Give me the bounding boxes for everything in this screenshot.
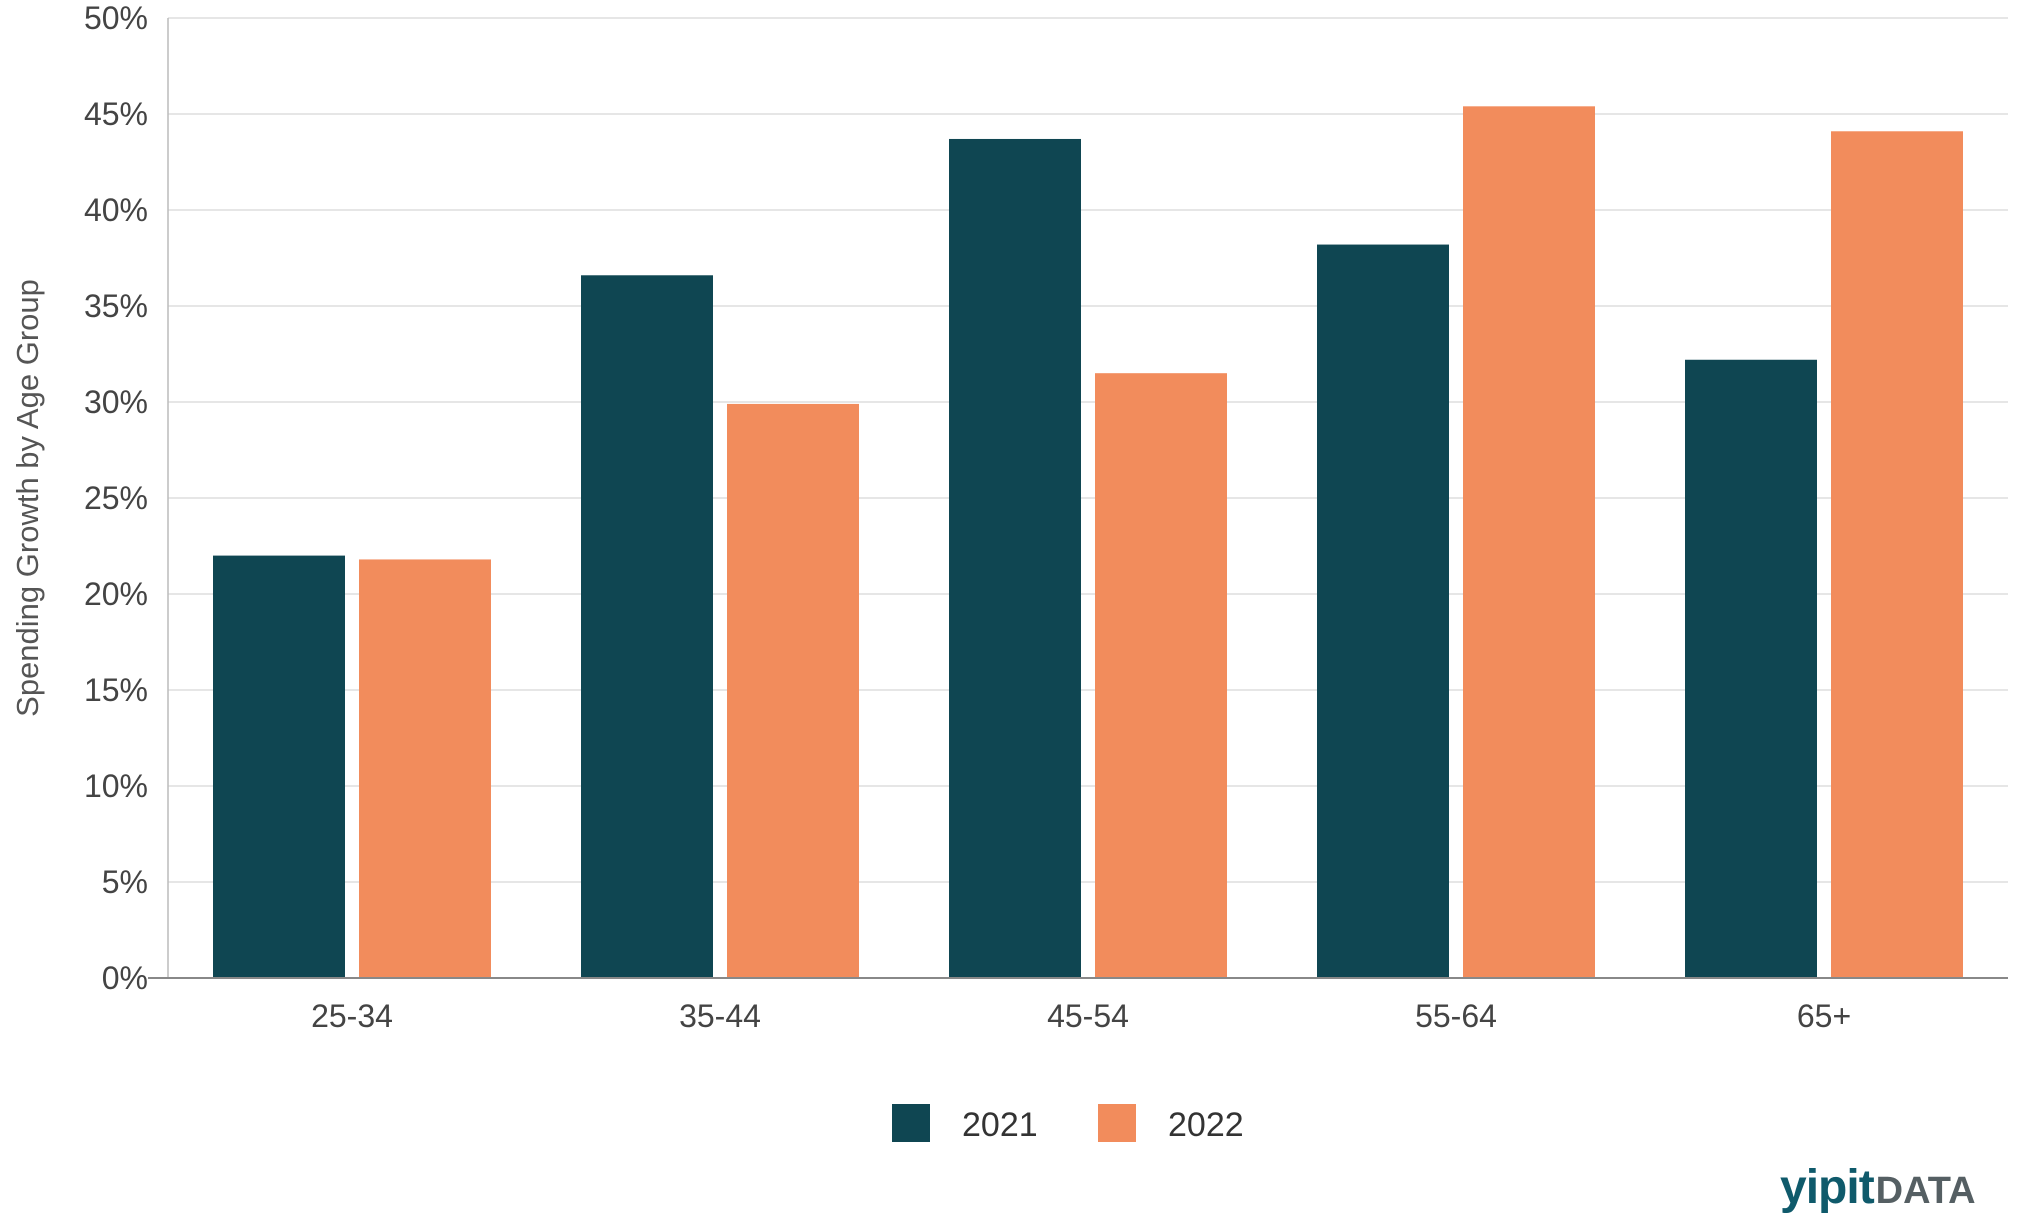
y-tick-label: 10% [84, 768, 148, 804]
y-tick-label: 5% [102, 864, 148, 900]
bar-2021-65+ [1685, 359, 1817, 978]
legend-label-2021: 2021 [962, 1106, 1038, 1144]
legend-swatch-2021 [892, 1104, 930, 1142]
y-tick-label: 45% [84, 96, 148, 132]
bar-2022-55-64 [1463, 106, 1595, 978]
y-axis-title: Spending Growth by Age Group [10, 279, 45, 717]
brand-logo-part1: yipit [1780, 1161, 1875, 1214]
x-tick-label: 25-34 [311, 998, 393, 1034]
x-tick-label: 65+ [1797, 998, 1851, 1034]
y-tick-label: 30% [84, 384, 148, 420]
bar-2021-35-44 [581, 275, 713, 978]
bar-2022-35-44 [727, 403, 859, 978]
y-tick-label: 25% [84, 480, 148, 516]
bar-2021-25-34 [213, 555, 345, 978]
x-tick-label: 45-54 [1047, 998, 1129, 1034]
legend-label-2022: 2022 [1168, 1106, 1244, 1144]
brand-logo-part2: DATA [1875, 1170, 1976, 1212]
y-tick-label: 40% [84, 192, 148, 228]
brand-logo: yipitDATA [1780, 1160, 2040, 1220]
x-tick-label: 35-44 [679, 998, 761, 1034]
x-tick-label: 55-64 [1415, 998, 1497, 1034]
y-tick-label: 35% [84, 288, 148, 324]
bar-2021-45-54 [949, 138, 1081, 978]
bar-2022-25-34 [359, 559, 491, 978]
bar-2022-65+ [1831, 131, 1963, 978]
y-tick-label: 20% [84, 576, 148, 612]
bars [213, 106, 1963, 978]
y-tick-label: 15% [84, 672, 148, 708]
bar-2021-55-64 [1317, 244, 1449, 978]
legend: 2021 2022 [892, 1104, 1244, 1144]
bar-2022-45-54 [1095, 373, 1227, 978]
y-tick-label: 0% [102, 960, 148, 996]
axes: 0% 5% 10% 15% 20% 25% 30% 35% 40% 45% 50% 25-34 35-4… [10, 0, 2008, 1034]
legend-swatch-2022 [1098, 1104, 1136, 1142]
y-tick-label: 50% [84, 0, 148, 36]
